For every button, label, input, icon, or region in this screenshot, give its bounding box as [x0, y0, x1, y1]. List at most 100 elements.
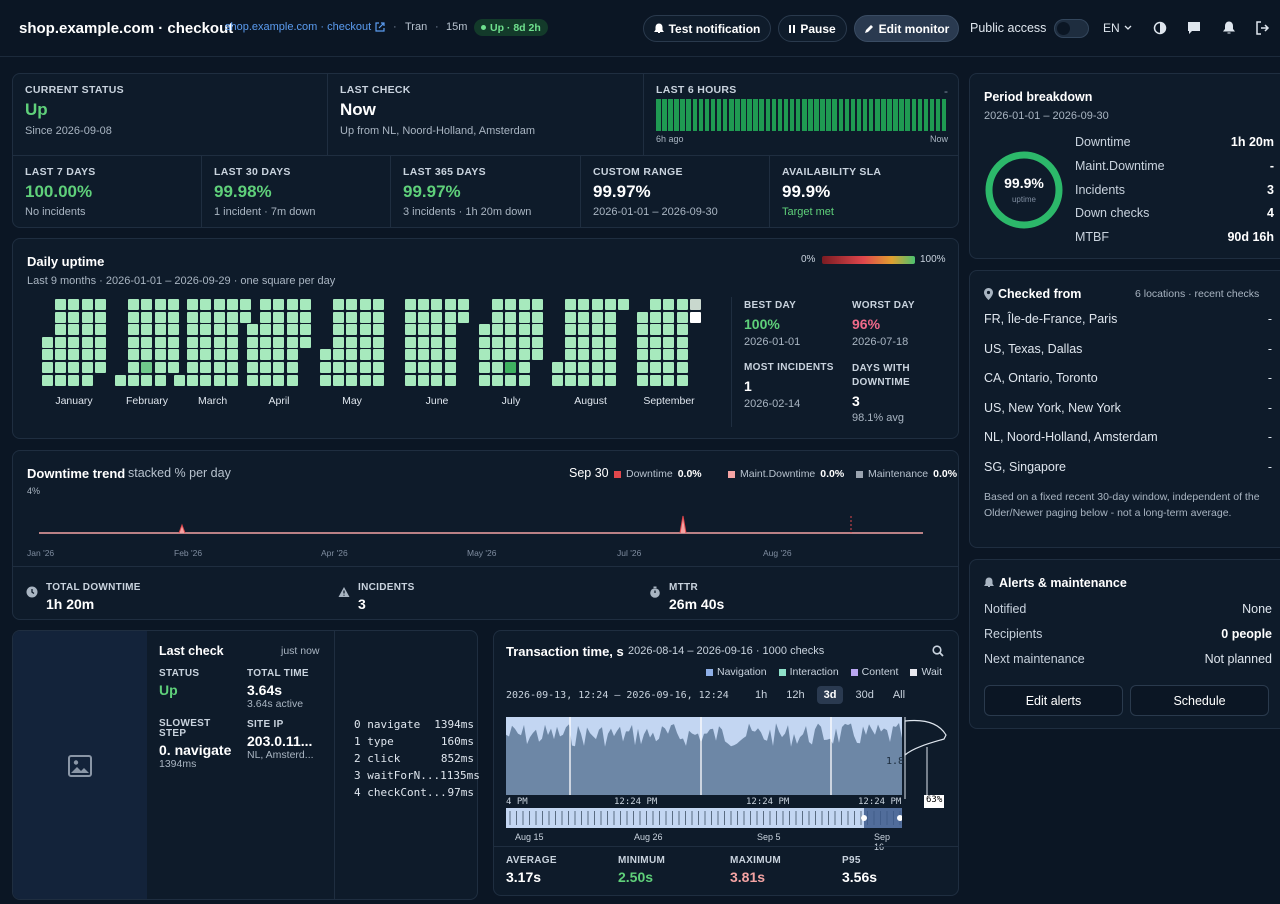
- day-square[interactable]: [174, 374, 185, 386]
- day-square[interactable]: [286, 311, 298, 323]
- day-square[interactable]: [492, 349, 504, 361]
- day-square[interactable]: [94, 324, 106, 336]
- day-square[interactable]: [128, 311, 140, 323]
- day-square[interactable]: [68, 311, 80, 323]
- day-square[interactable]: [94, 311, 106, 323]
- day-square[interactable]: [141, 299, 153, 310]
- day-square[interactable]: [689, 299, 701, 310]
- day-square[interactable]: [479, 362, 490, 373]
- day-square[interactable]: [444, 374, 456, 386]
- day-square[interactable]: [405, 324, 416, 336]
- day-square[interactable]: [578, 311, 590, 323]
- language-select[interactable]: EN: [1103, 21, 1132, 35]
- day-square[interactable]: [372, 362, 384, 373]
- day-square[interactable]: [141, 336, 153, 348]
- day-square[interactable]: [240, 299, 251, 310]
- day-square[interactable]: [418, 349, 430, 361]
- day-square[interactable]: [359, 324, 371, 336]
- zoom-30d-button[interactable]: 30d: [855, 689, 874, 701]
- day-square[interactable]: [565, 311, 577, 323]
- day-square[interactable]: [663, 362, 675, 373]
- day-square[interactable]: [418, 374, 430, 386]
- day-square[interactable]: [405, 336, 416, 348]
- day-square[interactable]: [418, 336, 430, 348]
- day-square[interactable]: [565, 336, 577, 348]
- day-square[interactable]: [213, 336, 225, 348]
- day-square[interactable]: [591, 374, 603, 386]
- day-square[interactable]: [591, 311, 603, 323]
- day-square[interactable]: [226, 324, 238, 336]
- day-square[interactable]: [187, 362, 199, 373]
- day-square[interactable]: [591, 324, 603, 336]
- day-square[interactable]: [418, 299, 430, 310]
- day-square[interactable]: [492, 336, 504, 348]
- day-square[interactable]: [286, 299, 298, 310]
- day-square[interactable]: [260, 299, 272, 310]
- day-square[interactable]: [128, 362, 140, 373]
- day-square[interactable]: [531, 311, 543, 323]
- day-square[interactable]: [650, 362, 662, 373]
- day-square[interactable]: [457, 311, 469, 323]
- day-square[interactable]: [260, 349, 272, 361]
- day-square[interactable]: [187, 299, 199, 310]
- day-square[interactable]: [226, 336, 238, 348]
- day-square[interactable]: [650, 349, 662, 361]
- day-square[interactable]: [154, 336, 166, 348]
- day-square[interactable]: [187, 311, 199, 323]
- zoom-All-button[interactable]: All: [892, 689, 906, 701]
- day-square[interactable]: [637, 374, 648, 386]
- day-square[interactable]: [676, 349, 688, 361]
- day-square[interactable]: [346, 324, 358, 336]
- day-square[interactable]: [359, 349, 371, 361]
- day-square[interactable]: [299, 324, 311, 336]
- day-square[interactable]: [247, 362, 258, 373]
- day-square[interactable]: [505, 324, 517, 336]
- day-square[interactable]: [247, 336, 258, 348]
- monitor-link[interactable]: shop.example.com · checkout: [225, 21, 385, 33]
- day-square[interactable]: [565, 299, 577, 310]
- day-square[interactable]: [604, 362, 616, 373]
- day-square[interactable]: [187, 374, 199, 386]
- day-square[interactable]: [226, 362, 238, 373]
- day-square[interactable]: [260, 374, 272, 386]
- day-square[interactable]: [81, 336, 93, 348]
- day-square[interactable]: [42, 374, 53, 386]
- day-square[interactable]: [320, 349, 331, 361]
- day-square[interactable]: [650, 374, 662, 386]
- day-square[interactable]: [372, 349, 384, 361]
- day-square[interactable]: [518, 362, 530, 373]
- day-square[interactable]: [42, 349, 53, 361]
- day-square[interactable]: [618, 299, 629, 310]
- day-square[interactable]: [591, 336, 603, 348]
- day-square[interactable]: [531, 349, 543, 361]
- day-square[interactable]: [359, 374, 371, 386]
- day-square[interactable]: [128, 299, 140, 310]
- day-square[interactable]: [247, 324, 258, 336]
- day-square[interactable]: [604, 324, 616, 336]
- day-square[interactable]: [154, 349, 166, 361]
- day-square[interactable]: [359, 362, 371, 373]
- check-step-row[interactable]: 4 checkCont... 97ms: [354, 786, 474, 799]
- day-square[interactable]: [518, 324, 530, 336]
- day-square[interactable]: [187, 336, 199, 348]
- chat-icon[interactable]: [1187, 21, 1201, 35]
- day-square[interactable]: [492, 299, 504, 310]
- day-square[interactable]: [200, 324, 212, 336]
- day-square[interactable]: [68, 349, 80, 361]
- zoom-3d-button[interactable]: 3d: [816, 686, 844, 704]
- day-square[interactable]: [68, 362, 80, 373]
- day-square[interactable]: [273, 299, 285, 310]
- day-square[interactable]: [650, 324, 662, 336]
- day-square[interactable]: [55, 374, 67, 386]
- check-step-row[interactable]: 2 click 852ms: [354, 752, 474, 765]
- day-square[interactable]: [141, 349, 153, 361]
- day-square[interactable]: [154, 311, 166, 323]
- day-square[interactable]: [492, 374, 504, 386]
- day-square[interactable]: [200, 299, 212, 310]
- day-square[interactable]: [333, 311, 345, 323]
- day-square[interactable]: [663, 349, 675, 361]
- day-square[interactable]: [518, 299, 530, 310]
- day-square[interactable]: [359, 299, 371, 310]
- day-square[interactable]: [273, 324, 285, 336]
- day-square[interactable]: [81, 299, 93, 310]
